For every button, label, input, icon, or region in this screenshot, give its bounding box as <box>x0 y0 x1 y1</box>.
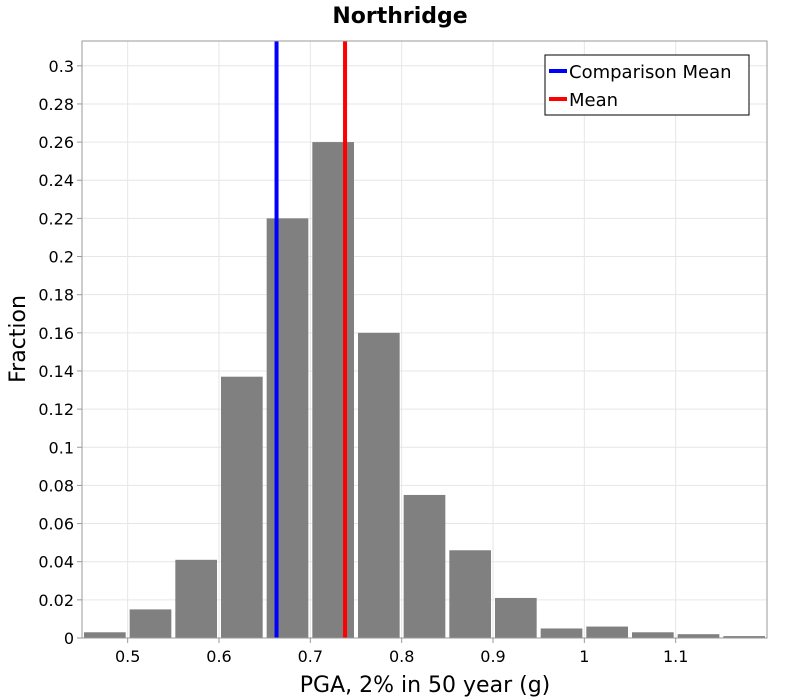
y-tick-label: 0.04 <box>38 553 74 572</box>
histogram-bar <box>540 628 583 638</box>
legend-label: Mean <box>569 90 618 111</box>
y-tick-label: 0.26 <box>38 133 74 152</box>
y-tick-label: 0.28 <box>38 95 74 114</box>
y-tick-label: 0.02 <box>38 591 74 610</box>
y-tick-label: 0.06 <box>38 515 74 534</box>
histogram-bar <box>495 597 537 638</box>
y-tick-label: 0.18 <box>38 286 74 305</box>
legend-box <box>544 54 750 116</box>
y-tick-label: 0.24 <box>38 171 74 190</box>
y-tick-label: 0.22 <box>38 209 74 228</box>
y-tick-label: 0.16 <box>38 324 74 343</box>
legend: Comparison Mean Mean <box>544 54 750 116</box>
y-tick-label: 0.08 <box>38 476 74 495</box>
x-axis-ticks: 0.5 0.6 0.7 0.8 0.9 1 1.1 <box>115 638 688 666</box>
histogram-bar <box>449 550 491 638</box>
y-tick-label: 0.3 <box>49 57 74 76</box>
histogram-bar <box>358 332 400 638</box>
histogram-bar <box>677 634 720 638</box>
x-tick-label: 0.7 <box>298 647 323 666</box>
histogram-bar <box>723 636 765 638</box>
x-tick-label: 0.9 <box>480 647 505 666</box>
bars <box>84 142 765 638</box>
y-tick-label: 0.1 <box>49 438 74 457</box>
grid <box>82 41 767 639</box>
x-axis-label: PGA, 2% in 50 year (g) <box>300 673 551 698</box>
histogram-bar <box>84 632 126 638</box>
histogram-bar <box>312 142 354 638</box>
histogram-bar <box>403 494 446 638</box>
mean-lines <box>274 41 348 638</box>
histogram-bar <box>586 626 628 638</box>
histogram-bar <box>129 609 172 638</box>
plot-frame <box>81 40 768 639</box>
y-tick-label: 0 <box>64 629 74 648</box>
x-tick-label: 0.6 <box>206 647 231 666</box>
chart-title: Northridge <box>332 4 467 29</box>
x-tick-label: 0.5 <box>115 647 140 666</box>
y-axis-ticks: 0 0.02 0.04 0.06 0.08 0.1 0.12 0.14 0.16 0.18 0.2 0… <box>38 57 82 648</box>
x-tick-label: 1.1 <box>663 647 688 666</box>
x-tick-label: 0.8 <box>389 647 414 666</box>
legend-label: Comparison Mean <box>569 62 732 83</box>
y-tick-label: 0.2 <box>49 248 74 267</box>
histogram-bar <box>266 218 309 638</box>
y-axis-label: Fraction <box>6 295 31 383</box>
histogram-bar <box>175 559 217 638</box>
histogram-bar <box>221 376 263 638</box>
y-tick-label: 0.12 <box>38 400 74 419</box>
x-tick-label: 1 <box>579 647 589 666</box>
histogram-bar <box>632 632 674 638</box>
y-tick-label: 0.14 <box>38 362 74 381</box>
